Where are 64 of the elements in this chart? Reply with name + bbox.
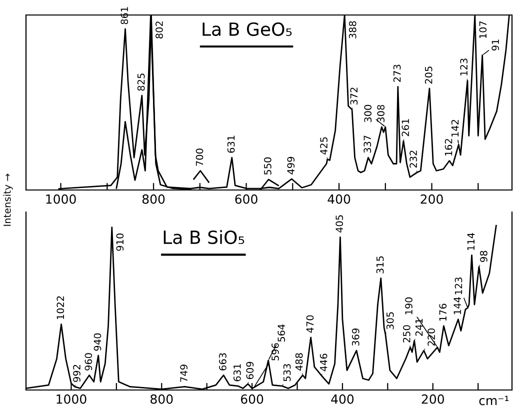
annotation: 205 (424, 66, 432, 84)
annotation: 123 (454, 278, 462, 294)
annotation: 533 (283, 364, 291, 382)
annotation: 861 (120, 7, 128, 24)
annotation: 564 (278, 324, 286, 342)
annotation: 631 (234, 364, 241, 382)
x-tick-label: 800 (142, 194, 165, 204)
x-tick-label: 600 (235, 194, 258, 204)
annotation: 176 (439, 304, 447, 321)
annotation: 446 (320, 354, 328, 372)
annotation: 261 (402, 119, 410, 136)
x-tick-label: 400 (331, 394, 354, 404)
annotation: 700 (196, 148, 204, 166)
annotation: 91 (492, 40, 500, 50)
x-tick-label: 400 (328, 194, 350, 204)
annotation: 631 (227, 136, 235, 153)
annotation: 910 (116, 233, 124, 251)
x-tick-label: 200 (422, 394, 444, 404)
annotation: 550 (264, 157, 272, 175)
annotation: 142 (451, 120, 459, 136)
annotation: 940 (94, 333, 102, 351)
annotation: 98 (480, 250, 488, 262)
annotation: 232 (410, 150, 417, 168)
annotation: 425 (320, 137, 328, 155)
annotation: 663 (219, 353, 226, 370)
annotation: 470 (306, 315, 314, 333)
y-axis-title: Intensity → (3, 174, 13, 226)
annotation: 114 (467, 233, 474, 250)
annotation: 107 (479, 21, 487, 38)
annotation: 144 (454, 297, 461, 314)
annotation: 372 (350, 88, 358, 105)
annotation: 1022 (56, 296, 64, 320)
annotation: 250 (402, 325, 410, 342)
annotation: 596 (272, 343, 279, 360)
annotation: 220 (428, 328, 435, 346)
annotation: 499 (287, 156, 295, 174)
annotation: 190 (405, 297, 412, 314)
annotation: 388 (348, 21, 356, 38)
annotation: 308 (377, 104, 385, 122)
annotation: 749 (180, 364, 188, 382)
annotation: 992 (73, 364, 80, 382)
x-axis-title: cm⁻¹ (479, 396, 509, 406)
annotation: 405 (336, 215, 344, 233)
x-tick-label: 800 (150, 394, 173, 404)
x-tick-label: 1000 (46, 194, 76, 204)
annotation: La B GeO₅ (202, 22, 292, 36)
annotation: 488 (295, 353, 303, 371)
annotation: 369 (352, 328, 360, 346)
annotation: 273 (393, 64, 401, 82)
annotation: 825 (137, 74, 145, 91)
annotation: 960 (84, 353, 92, 370)
x-tick-label: 1000 (56, 394, 86, 404)
annotation: 315 (376, 256, 384, 274)
annotation: 305 (386, 312, 394, 330)
annotation: 123 (460, 58, 468, 76)
annotation: 241 (415, 318, 423, 336)
x-tick-label: 200 (420, 194, 443, 204)
annotation: La B SiO₅ (164, 230, 244, 244)
annotation: 802 (156, 22, 163, 38)
annotation: 162 (444, 139, 452, 156)
annotation: 300 (364, 104, 372, 122)
annotation: 337 (364, 136, 372, 153)
annotation: 609 (246, 362, 254, 380)
x-tick-label: 600 (240, 394, 264, 404)
